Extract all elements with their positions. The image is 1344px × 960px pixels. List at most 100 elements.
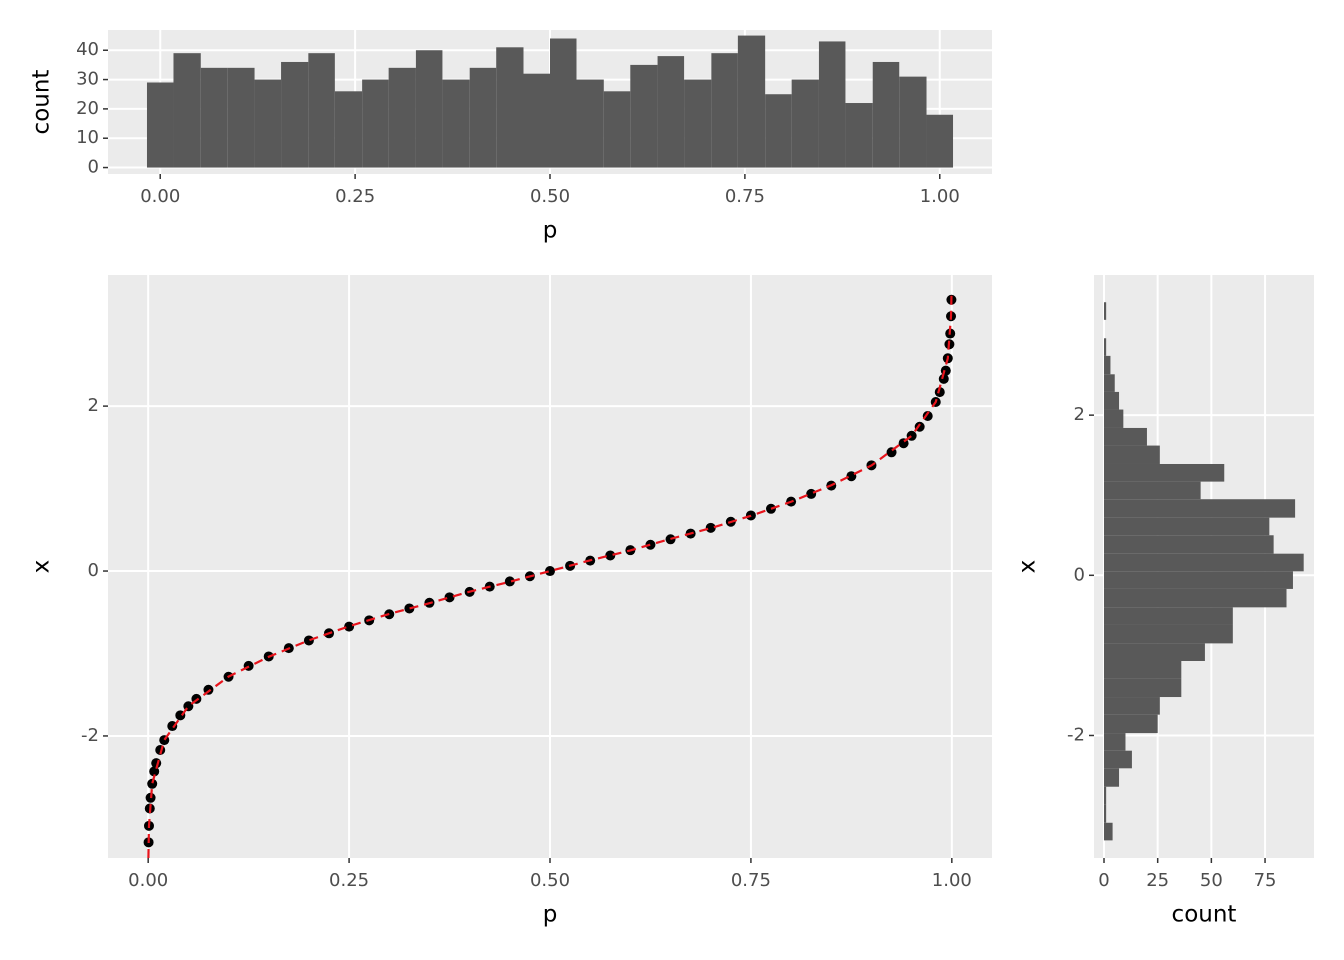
bar — [737, 35, 766, 168]
x-tick-label: 0.50 — [530, 870, 570, 891]
bar — [200, 67, 228, 168]
y-axis-title: x — [1015, 560, 1041, 574]
point — [605, 550, 616, 561]
bar — [1104, 571, 1293, 589]
bar — [1104, 678, 1182, 698]
bar — [1104, 481, 1201, 500]
bar — [1104, 607, 1233, 625]
bar — [1104, 535, 1274, 554]
bar — [1104, 409, 1124, 428]
bar — [657, 56, 685, 168]
y-tick-label: 40 — [76, 39, 99, 60]
bar — [1104, 553, 1304, 572]
bar — [1104, 391, 1120, 410]
bar — [1104, 786, 1107, 805]
y-tick-label: 0 — [88, 157, 99, 178]
point — [645, 539, 656, 550]
bar — [469, 67, 497, 168]
bar — [1104, 302, 1107, 320]
bar — [765, 94, 792, 168]
y-tick-label: 30 — [76, 69, 99, 90]
bar — [818, 41, 846, 168]
bar — [415, 50, 443, 168]
point — [705, 522, 716, 533]
bar — [442, 79, 470, 168]
bar — [308, 53, 335, 168]
reference-line — [147, 294, 953, 859]
y-axis-title: x — [29, 560, 55, 574]
bar — [146, 82, 174, 168]
y-axis-title: count — [29, 70, 55, 135]
bar — [1104, 804, 1107, 823]
bar — [281, 61, 309, 168]
bar — [1104, 374, 1115, 392]
bar — [1104, 463, 1225, 482]
bar — [1104, 338, 1107, 356]
x-tick-label: 0.75 — [731, 870, 771, 891]
bar — [1104, 714, 1158, 734]
point — [149, 766, 160, 777]
bar — [550, 38, 577, 168]
point — [303, 635, 314, 646]
bar — [1104, 733, 1126, 751]
bar — [254, 79, 282, 168]
bar — [362, 79, 389, 168]
bar — [872, 61, 900, 168]
x-tick-label: 75 — [1254, 870, 1277, 891]
x-axis-title: p — [543, 902, 558, 928]
bar — [1104, 499, 1296, 518]
point — [938, 373, 949, 384]
x-axis-title: count — [1172, 902, 1237, 928]
x-tick-label: 25 — [1146, 870, 1169, 891]
point — [504, 576, 515, 587]
bar — [1104, 768, 1120, 787]
point — [147, 778, 158, 789]
bar — [899, 76, 927, 168]
point — [444, 592, 455, 603]
x-tick-label: 0.00 — [140, 186, 180, 207]
x-tick-label: 0.50 — [530, 186, 570, 207]
bar — [334, 91, 363, 168]
bar — [1104, 355, 1111, 375]
bar — [1104, 588, 1287, 608]
bar — [630, 64, 658, 168]
bar — [603, 91, 631, 168]
point — [934, 387, 945, 398]
bar — [926, 114, 954, 168]
bar — [388, 67, 416, 168]
y-tick-label: 2 — [88, 395, 99, 416]
bar — [1104, 517, 1270, 536]
bar — [1104, 624, 1233, 644]
bar — [1104, 660, 1182, 679]
bar — [523, 73, 550, 168]
y-tick-label: 0 — [1074, 564, 1085, 585]
y-tick-label: 0 — [88, 560, 99, 581]
point — [545, 566, 555, 577]
point — [404, 603, 415, 614]
bar — [1104, 750, 1132, 769]
point — [344, 621, 355, 632]
x-tick-label: 1.00 — [932, 870, 972, 891]
x-tick-label: 1.00 — [920, 186, 960, 207]
x-tick-label: 50 — [1200, 870, 1223, 891]
x-axis-title: p — [543, 218, 558, 244]
bar — [173, 53, 201, 168]
bar — [576, 79, 604, 168]
y-tick-label: 20 — [76, 98, 99, 119]
y-tick-label: -2 — [81, 725, 99, 746]
bar — [684, 79, 712, 168]
bar — [496, 47, 524, 168]
bar — [1104, 822, 1113, 841]
bar — [1104, 445, 1160, 464]
x-tick-label: 0.25 — [329, 870, 369, 891]
x-tick-label: 0 — [1098, 870, 1109, 891]
y-tick-label: -2 — [1067, 724, 1085, 745]
bar — [1104, 427, 1147, 446]
y-tick-label: 2 — [1074, 404, 1085, 425]
bar — [711, 53, 738, 168]
bar — [1104, 643, 1205, 661]
y-tick-label: 10 — [76, 127, 99, 148]
bar — [791, 79, 819, 168]
